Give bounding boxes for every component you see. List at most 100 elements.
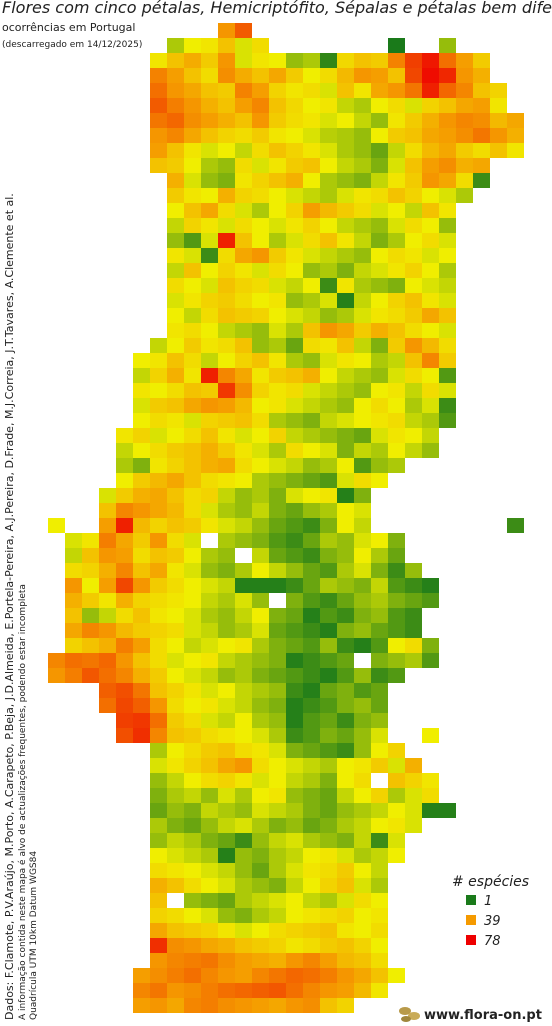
grid-cell <box>456 98 473 113</box>
grid-cell <box>303 818 320 833</box>
grid-cell <box>354 878 371 893</box>
grid-cell <box>150 848 167 863</box>
grid-cell <box>354 68 371 83</box>
grid-cell <box>337 473 354 488</box>
grid-cell <box>201 443 218 458</box>
grid-cell <box>388 743 405 758</box>
grid-cell <box>303 68 320 83</box>
legend-label: 78 <box>484 934 501 949</box>
grid-cell <box>269 98 286 113</box>
grid-cell <box>286 743 303 758</box>
grid-cell <box>184 188 201 203</box>
grid-cell <box>422 338 439 353</box>
grid-cell <box>184 578 201 593</box>
grid-cell <box>150 413 167 428</box>
grid-cell <box>320 428 337 443</box>
grid-cell <box>252 398 269 413</box>
grid-cell <box>405 233 422 248</box>
grid-cell <box>286 188 303 203</box>
grid-cell <box>99 563 116 578</box>
grid-cell <box>320 113 337 128</box>
grid-cell <box>235 278 252 293</box>
grid-cell <box>235 923 252 938</box>
grid-cell <box>320 818 337 833</box>
grid-cell <box>354 923 371 938</box>
grid-cell <box>150 98 167 113</box>
grid-cell <box>422 383 439 398</box>
grid-cell <box>218 458 235 473</box>
grid-cell <box>303 893 320 908</box>
grid-cell <box>388 53 405 68</box>
grid-cell <box>269 818 286 833</box>
grid-cell <box>218 233 235 248</box>
grid-cell <box>286 908 303 923</box>
grid-cell <box>405 323 422 338</box>
grid-cell <box>371 473 388 488</box>
grid-cell <box>133 968 150 983</box>
grid-cell <box>99 623 116 638</box>
grid-cell <box>201 893 218 908</box>
grid-cell <box>286 503 303 518</box>
grid-cell <box>490 143 507 158</box>
grid-cell <box>303 743 320 758</box>
grid-cell <box>167 503 184 518</box>
grid-cell <box>252 68 269 83</box>
grid-cell <box>235 338 252 353</box>
grid-cell <box>269 698 286 713</box>
grid-cell <box>303 428 320 443</box>
grid-cell <box>252 233 269 248</box>
grid-cell <box>269 998 286 1013</box>
grid-cell <box>337 938 354 953</box>
grid-cell <box>218 758 235 773</box>
grid-cell <box>235 668 252 683</box>
grid-cell <box>167 788 184 803</box>
grid-cell <box>354 983 371 998</box>
grid-cell <box>286 53 303 68</box>
grid-cell <box>286 473 303 488</box>
grid-cell <box>235 533 252 548</box>
grid-cell <box>388 278 405 293</box>
grid-cell <box>405 638 422 653</box>
grid-cell <box>167 968 184 983</box>
grid-cell <box>201 368 218 383</box>
grid-cell <box>167 638 184 653</box>
grid-cell <box>371 698 388 713</box>
grid-cell <box>218 38 235 53</box>
grid-cell <box>252 383 269 398</box>
grid-cell <box>269 68 286 83</box>
grid-cell <box>320 983 337 998</box>
grid-cell <box>218 53 235 68</box>
grid-cell <box>184 758 201 773</box>
legend-swatch <box>466 895 476 905</box>
grid-cell <box>337 203 354 218</box>
grid-cell <box>167 83 184 98</box>
grid-cell <box>150 353 167 368</box>
grid-cell <box>303 593 320 608</box>
grid-cell <box>439 83 456 98</box>
grid-cell <box>99 593 116 608</box>
grid-cell <box>150 908 167 923</box>
grid-cell <box>235 113 252 128</box>
grid-cell <box>439 353 456 368</box>
grid-cell <box>337 428 354 443</box>
grid-cell <box>167 128 184 143</box>
grid-cell <box>150 128 167 143</box>
grid-cell <box>507 518 524 533</box>
grid-cell <box>320 383 337 398</box>
grid-cell <box>371 818 388 833</box>
grid-cell <box>201 518 218 533</box>
grid-cell <box>201 188 218 203</box>
grid-cell <box>116 458 133 473</box>
grid-cell <box>388 848 405 863</box>
grid-cell <box>150 788 167 803</box>
grid-cell <box>82 593 99 608</box>
grid-cell <box>150 608 167 623</box>
grid-cell <box>269 518 286 533</box>
credits: Dados: F.Clamote, P.V.Araújo, M.Porto, A… <box>3 193 16 1020</box>
grid-cell <box>252 143 269 158</box>
grid-cell <box>218 503 235 518</box>
grid-cell <box>337 98 354 113</box>
grid-cell <box>65 668 82 683</box>
grid-cell <box>286 728 303 743</box>
grid-cell <box>235 218 252 233</box>
